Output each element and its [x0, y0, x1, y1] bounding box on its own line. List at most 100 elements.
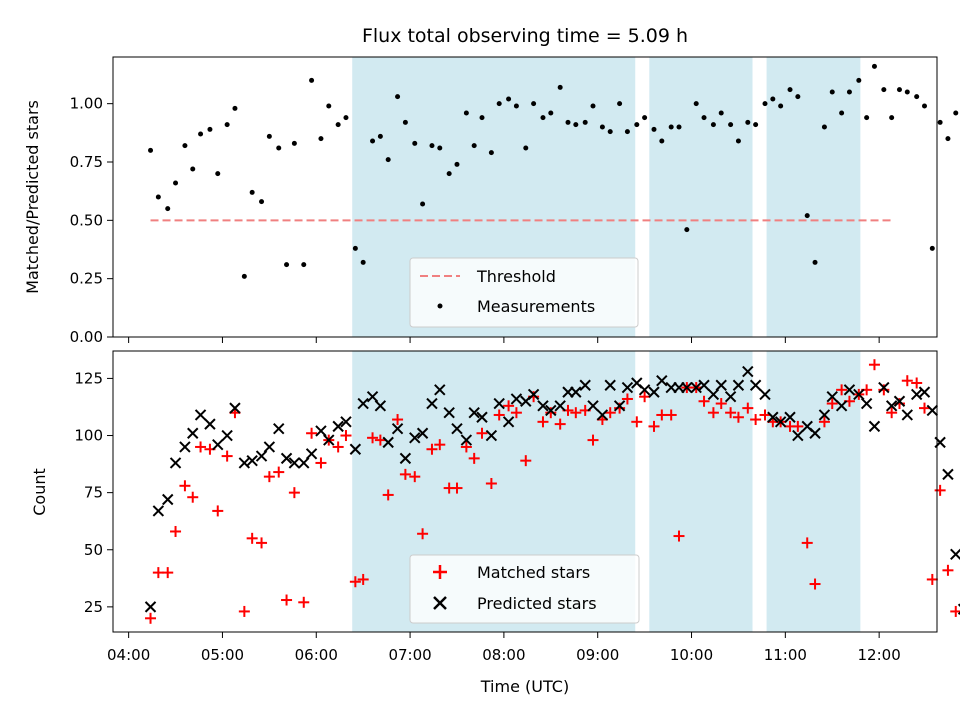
- measurement-point: [896, 87, 902, 93]
- predicted-star-point: [767, 411, 779, 423]
- matched-star-point: [221, 450, 233, 462]
- top-legend-box: [409, 257, 639, 328]
- matched-star-point: [399, 468, 411, 480]
- measurement-point: [190, 166, 196, 172]
- matched-star-point: [212, 505, 224, 517]
- predicted-star-point: [579, 379, 591, 391]
- matched-star-point: [732, 411, 744, 423]
- measurement-point: [523, 145, 529, 151]
- measurement-point: [718, 110, 724, 116]
- matched-star-point: [298, 596, 310, 608]
- predicted-star-point: [613, 400, 626, 412]
- matched-star-point: [604, 407, 616, 419]
- matched-star-point: [792, 420, 804, 432]
- matched-star-point: [170, 525, 182, 537]
- matched-star-point: [715, 398, 727, 410]
- measurement-point: [804, 213, 810, 219]
- matched-star-point: [187, 491, 199, 503]
- y-tick-label: 0.00: [70, 328, 103, 346]
- predicted-star-point: [698, 379, 710, 391]
- matched-star-point: [621, 393, 633, 405]
- measurement-point: [318, 136, 324, 142]
- predicted-star-point: [476, 411, 488, 423]
- predicted-star-point: [162, 493, 174, 506]
- measurement-point: [420, 201, 426, 207]
- measurement-point: [207, 126, 213, 132]
- predicted-star-point: [323, 434, 335, 446]
- predicted-star-point: [426, 397, 438, 410]
- matched-star-point: [926, 573, 938, 585]
- measurement-point: [642, 115, 648, 121]
- predicted-star-point: [690, 381, 702, 394]
- predicted-star-point: [835, 400, 848, 412]
- measurement-point: [276, 145, 282, 151]
- measurement-point: [309, 77, 315, 83]
- matched-star-point: [554, 418, 566, 430]
- measurement-point: [945, 136, 951, 142]
- predicted-star-point: [826, 390, 838, 403]
- predicted-star-point: [950, 548, 960, 561]
- predicted-star-point: [416, 427, 429, 439]
- measurement-point: [770, 96, 776, 102]
- measurement-point: [173, 180, 179, 186]
- measurement-point: [624, 129, 630, 135]
- matched-star-point: [639, 391, 651, 403]
- measurement-point: [599, 124, 605, 130]
- measurement-point: [326, 103, 332, 109]
- predicted-star-points: [144, 365, 960, 615]
- predicted-legend-label: Predicted stars: [477, 594, 597, 613]
- predicted-star-point: [878, 381, 890, 394]
- measurement-point: [634, 122, 640, 128]
- measurement-point: [232, 105, 238, 111]
- predicted-star-point: [918, 386, 931, 398]
- predicted-star-point: [382, 436, 394, 449]
- measurement-point: [590, 103, 596, 109]
- top-panel: 0.00 0.25 0.50 0.75 1.00 Matched/Predicted s…: [23, 56, 959, 346]
- predicted-star-point: [204, 418, 216, 430]
- predicted-star-point: [451, 422, 463, 435]
- matched-star-point: [451, 482, 463, 494]
- matched-star-point: [382, 489, 394, 501]
- measurement-point: [787, 87, 793, 93]
- matched-star-point: [537, 416, 549, 428]
- predicted-star-point: [596, 409, 609, 421]
- measurement-point: [395, 94, 401, 100]
- matched-star-point: [374, 434, 386, 446]
- matched-star-point: [665, 409, 677, 421]
- measurement-point: [402, 119, 408, 125]
- measurement-point: [839, 110, 845, 116]
- measurement-point: [446, 171, 452, 177]
- predicted-star-point: [502, 416, 515, 428]
- measurement-point: [573, 122, 579, 128]
- matched-star-point: [886, 407, 898, 419]
- predicted-star-point: [152, 505, 165, 517]
- predicted-star-point: [305, 448, 318, 460]
- matched-star-point: [357, 573, 369, 585]
- predicted-star-point: [238, 457, 251, 469]
- top-y-axis: 0.00 0.25 0.50 0.75 1.00: [70, 95, 113, 346]
- predicted-star-point: [493, 397, 505, 410]
- matched-star-point: [520, 455, 532, 467]
- matched-star-point: [468, 452, 480, 464]
- measurement-point: [454, 161, 460, 167]
- matched-star-point: [434, 439, 446, 451]
- measurement-point: [864, 115, 870, 121]
- top-plot-frame: [112, 56, 938, 338]
- measurement-point: [881, 87, 887, 93]
- measurement-point: [856, 77, 862, 83]
- measurement-point: [352, 245, 358, 251]
- matched-star-point: [306, 427, 318, 439]
- bottom-y-axis: 25 50 75 100 125: [74, 369, 113, 616]
- measurement-point: [929, 245, 935, 251]
- matched-star-point: [426, 443, 438, 455]
- matched-star-point: [349, 576, 361, 588]
- x-tick-label: 04:00: [107, 646, 150, 664]
- measurement-point: [471, 143, 477, 149]
- predicted-star-point: [707, 388, 720, 401]
- predicted-star-point: [169, 457, 182, 469]
- matched-star-point: [656, 409, 668, 421]
- measurement-point: [266, 133, 272, 139]
- matched-star-point: [503, 400, 515, 412]
- matched-star-point: [918, 402, 930, 414]
- x-tick-label: 07:00: [388, 646, 431, 664]
